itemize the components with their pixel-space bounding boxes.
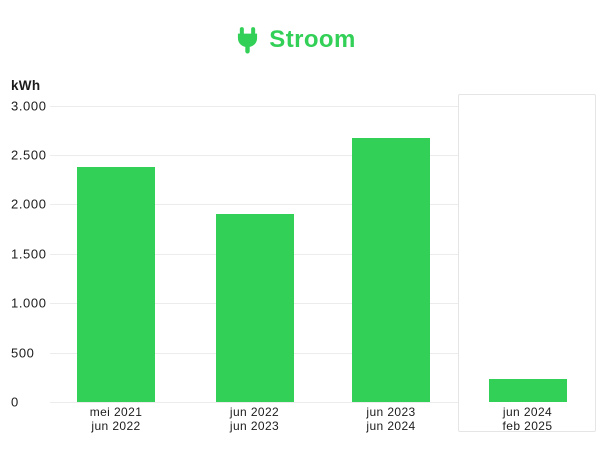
period-end: jun 2022 <box>91 418 141 433</box>
x-tick-label-2: jun 2022 jun 2023 <box>190 405 320 433</box>
gridline <box>50 402 595 403</box>
bar-4[interactable] <box>488 378 567 402</box>
bar-1[interactable] <box>77 166 155 402</box>
period-start: jun 2023 <box>366 405 416 419</box>
gridline <box>50 204 595 206</box>
period-end: jun 2024 <box>366 418 416 433</box>
gridline <box>50 352 595 354</box>
y-tick-label: 500 <box>11 345 35 361</box>
period-start: jun 2022 <box>229 405 280 419</box>
period-end: feb 2025 <box>502 418 553 433</box>
period-start: mei 2021 <box>89 405 143 419</box>
gridline <box>50 154 595 156</box>
period-end: jun 2023 <box>229 418 280 433</box>
y-tick-label: 1.000 <box>11 295 47 311</box>
y-tick-label: 2.000 <box>11 196 47 212</box>
period-start: jun 2024 <box>502 405 553 419</box>
gridline <box>50 303 595 305</box>
chart-title: Stroom <box>269 26 356 53</box>
gridline <box>50 105 595 107</box>
x-tick-label-1: mei 2021 jun 2022 <box>51 405 181 433</box>
y-axis-unit-label: kWh <box>11 78 41 93</box>
x-tick-label-4: jun 2024 feb 2025 <box>463 405 593 433</box>
bar-3[interactable] <box>352 138 430 402</box>
plug-icon <box>236 26 259 54</box>
x-tick-label-3: jun 2023 jun 2024 <box>326 405 456 433</box>
y-tick-label: 3.000 <box>11 98 47 113</box>
y-tick-label: 1.500 <box>11 246 47 262</box>
bar-2[interactable] <box>215 214 294 402</box>
current-period-highlight-panel <box>458 94 596 432</box>
y-tick-label: 2.500 <box>11 147 47 163</box>
y-tick-label: 0 <box>11 394 19 410</box>
gridline <box>50 253 595 255</box>
chart-header: Stroom <box>0 26 592 54</box>
